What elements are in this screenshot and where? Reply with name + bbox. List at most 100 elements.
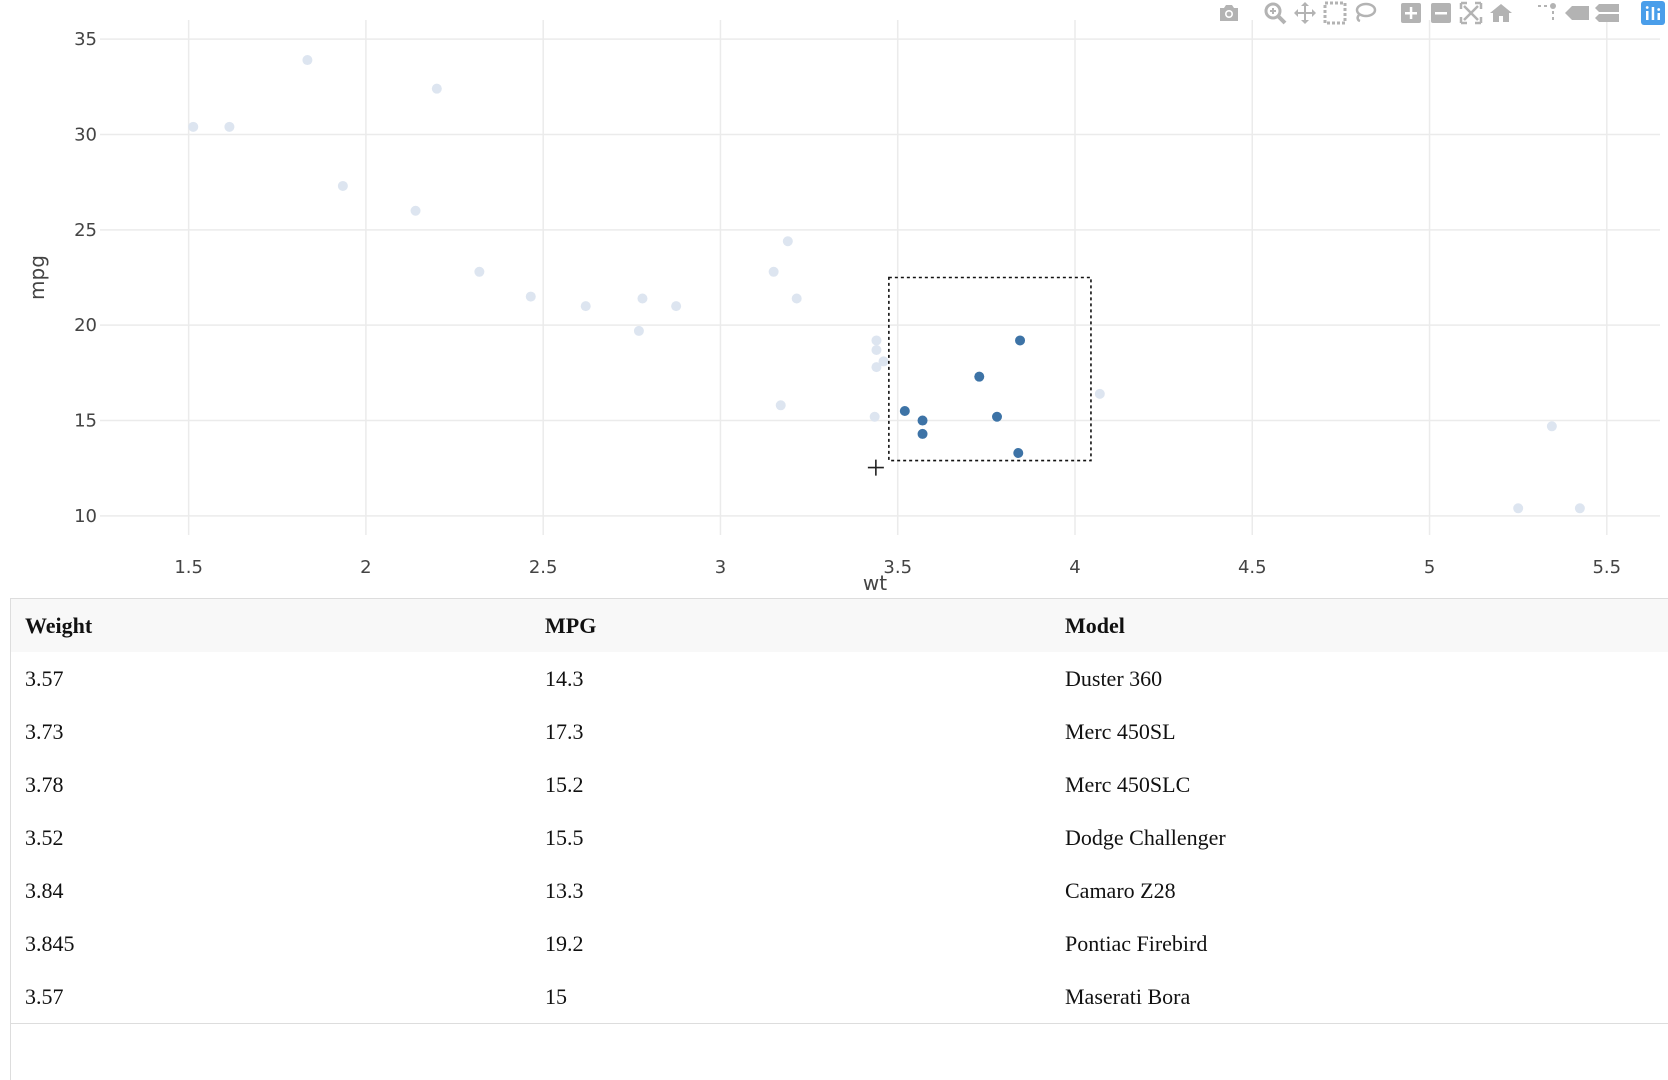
scatter-point-selected[interactable] xyxy=(1015,335,1026,346)
scatter-point[interactable] xyxy=(302,55,313,66)
scatter-point[interactable] xyxy=(431,83,442,94)
scatter-point[interactable] xyxy=(1513,503,1524,514)
scatter-point[interactable] xyxy=(869,411,880,422)
scatter-point[interactable] xyxy=(410,205,421,216)
y-tick-label: 15 xyxy=(74,411,97,432)
header-weight: Weight xyxy=(11,598,531,652)
y-tick-label: 35 xyxy=(74,29,97,50)
cell-model: Maserati Bora xyxy=(1051,970,1668,1024)
table-row: 3.57 14.3 Duster 360 xyxy=(11,652,1668,705)
cell-weight: 3.57 xyxy=(25,665,64,691)
scatter-point-selected[interactable] xyxy=(1013,447,1024,458)
x-tick-label: 2 xyxy=(360,557,371,578)
cell-model: Pontiac Firebird xyxy=(1065,930,1208,956)
selection-box xyxy=(888,276,1092,462)
table-header-row: Weight MPG Model xyxy=(11,598,1668,652)
reset-axes-icon[interactable] xyxy=(1486,0,1516,26)
y-tick-label: 25 xyxy=(74,220,97,241)
scatter-point[interactable] xyxy=(791,293,802,304)
table-row: 3.52 15.5 Dodge Challenger xyxy=(11,811,1668,864)
cell-mpg: 15 xyxy=(531,970,1051,1024)
header-model: Model xyxy=(1051,598,1668,652)
y-tick-label: 30 xyxy=(74,124,97,145)
scatter-point[interactable] xyxy=(775,400,786,411)
y-tick-label: 10 xyxy=(74,506,97,527)
box-select-icon[interactable] xyxy=(1320,0,1350,26)
camera-icon[interactable] xyxy=(1214,0,1244,26)
pan-icon[interactable] xyxy=(1290,0,1320,26)
header-mpg: MPG xyxy=(531,598,1051,652)
x-tick-label: 4 xyxy=(1069,557,1080,578)
x-tick-label: 4.5 xyxy=(1238,557,1267,578)
x-tick-label: 5 xyxy=(1424,557,1435,578)
scatter-point[interactable] xyxy=(525,291,536,302)
table-row: 3.73 17.3 Merc 450SL xyxy=(11,705,1668,758)
cell-mpg: 17.3 xyxy=(545,718,584,744)
cell-mpg: 14.3 xyxy=(545,665,584,691)
y-axis-title: mpg xyxy=(25,255,49,300)
scatter-point[interactable] xyxy=(1094,388,1105,399)
scatter-point-selected[interactable] xyxy=(917,428,928,439)
x-tick-label: 2.5 xyxy=(529,557,558,578)
cell-mpg: 19.2 xyxy=(545,930,584,956)
cell-weight: 3.84 xyxy=(25,877,64,903)
cell-model: Dodge Challenger xyxy=(1065,824,1226,850)
scatter-point[interactable] xyxy=(633,325,644,336)
autoscale-icon[interactable] xyxy=(1456,0,1486,26)
scatter-point[interactable] xyxy=(224,121,235,132)
x-tick-label: 5.5 xyxy=(1592,557,1621,578)
scatter-points[interactable] xyxy=(188,55,1585,514)
cell-weight: 3.78 xyxy=(25,771,64,797)
x-tick-label: 3 xyxy=(715,557,726,578)
cell-mpg: 13.3 xyxy=(545,877,584,903)
scatter-point[interactable] xyxy=(768,266,779,277)
zoom-icon[interactable] xyxy=(1260,0,1290,26)
scatter-point[interactable] xyxy=(1574,503,1585,514)
table-row: 3.845 19.2 Pontiac Firebird xyxy=(11,917,1668,970)
plotly-logo-icon[interactable] xyxy=(1638,0,1668,26)
scatter-point[interactable] xyxy=(871,335,882,346)
scatter-point[interactable] xyxy=(782,236,793,247)
scatter-point-selected[interactable] xyxy=(992,411,1002,422)
scatter-point[interactable] xyxy=(474,266,485,277)
cell-mpg: 15.5 xyxy=(545,824,584,850)
cell-mpg: 15.2 xyxy=(545,771,584,797)
spike-lines-icon[interactable] xyxy=(1532,0,1562,26)
cell-model: Duster 360 xyxy=(1065,665,1163,691)
hover-closest-icon[interactable] xyxy=(1562,0,1592,26)
scatter-point[interactable] xyxy=(1546,421,1557,432)
scatter-point[interactable] xyxy=(878,356,889,367)
x-tick-label: 3.5 xyxy=(883,557,912,578)
zoom-out-icon[interactable] xyxy=(1426,0,1456,26)
x-axis-title: wt xyxy=(863,571,887,595)
scatter-point-selected[interactable] xyxy=(917,415,928,426)
chart-svg[interactable]: 1.5 2 2.5 3 3.5 4 4.5 5 5.5 10 15 20 25 30 35 wt mpg xyxy=(0,0,1668,600)
scatter-point[interactable] xyxy=(871,362,882,373)
hover-compare-icon[interactable] xyxy=(1592,0,1622,26)
crosshair-cursor-icon xyxy=(867,459,884,476)
scatter-point[interactable] xyxy=(637,293,648,304)
table-row: 3.78 15.2 Merc 450SLC xyxy=(11,758,1668,811)
lasso-select-icon[interactable] xyxy=(1350,0,1380,26)
table-row: 3.57 15 Maserati Bora xyxy=(11,970,1668,1024)
grid xyxy=(100,20,1660,535)
y-tick-label: 20 xyxy=(74,315,97,336)
zoom-in-icon[interactable] xyxy=(1396,0,1426,26)
scatter-point[interactable] xyxy=(580,301,591,312)
cell-weight: 3.57 xyxy=(11,970,531,1024)
modebar xyxy=(1214,0,1668,26)
scatter-point[interactable] xyxy=(671,301,682,312)
scatter-point[interactable] xyxy=(337,180,348,191)
scatter-point-selected[interactable] xyxy=(974,371,985,382)
scatter-plot[interactable]: 1.5 2 2.5 3 3.5 4 4.5 5 5.5 10 15 20 25 30 35 wt mpg xyxy=(0,0,1668,600)
scatter-point[interactable] xyxy=(188,121,199,132)
selection-layer xyxy=(867,276,1092,476)
cell-model: Merc 450SLC xyxy=(1065,771,1191,797)
scatter-point-selected[interactable] xyxy=(899,406,910,417)
cell-weight: 3.845 xyxy=(25,930,75,956)
cell-weight: 3.73 xyxy=(25,718,64,744)
cell-weight: 3.52 xyxy=(25,824,64,850)
x-tick-label: 1.5 xyxy=(174,557,203,578)
scatter-point[interactable] xyxy=(871,344,882,355)
cell-model: Camaro Z28 xyxy=(1065,877,1176,903)
